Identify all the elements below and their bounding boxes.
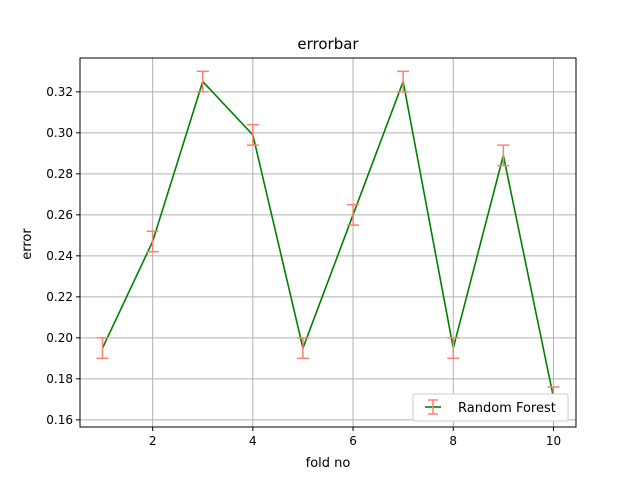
error-bar <box>246 123 259 146</box>
error-bar <box>296 337 309 360</box>
x-axis-label: fold no <box>306 456 351 471</box>
series-line-random-forest <box>101 78 555 398</box>
error-bar <box>447 337 460 360</box>
y-tick-label: 0.24 <box>46 249 73 263</box>
y-tick-label: 0.32 <box>46 85 73 99</box>
legend-label: Random Forest <box>458 401 556 416</box>
error-bar <box>196 70 209 93</box>
x-tick-label: 2 <box>149 434 157 448</box>
axes-frame <box>79 57 577 428</box>
y-tick-label: 0.26 <box>46 208 73 222</box>
error-bar <box>96 337 109 360</box>
x-tick-label: 8 <box>449 434 457 448</box>
y-tick-label: 0.18 <box>46 372 73 386</box>
y-tick-label: 0.16 <box>46 413 73 427</box>
plot-area: 2 4 6 8 10 0.16 0.18 0.20 0.22 0.24 0.26 0.28 0.30 0.… <box>46 57 577 448</box>
y-tick-label: 0.28 <box>46 167 73 181</box>
chart-title: errorbar <box>297 35 359 53</box>
legend: Random Forest <box>412 393 569 422</box>
x-tick-label: 6 <box>349 434 357 448</box>
y-axis-label: error <box>20 228 35 260</box>
y-tick-label: 0.20 <box>46 331 73 345</box>
legend-box <box>412 393 569 422</box>
x-tick-label: 10 <box>546 434 561 448</box>
error-bar <box>397 70 410 93</box>
error-bar <box>497 144 510 167</box>
legend-marker <box>425 399 441 415</box>
error-bar <box>347 203 360 226</box>
x-tick-label: 4 <box>249 434 257 448</box>
y-tick-label: 0.30 <box>46 126 73 140</box>
y-tick-label: 0.22 <box>46 290 73 304</box>
error-bar <box>146 230 159 253</box>
